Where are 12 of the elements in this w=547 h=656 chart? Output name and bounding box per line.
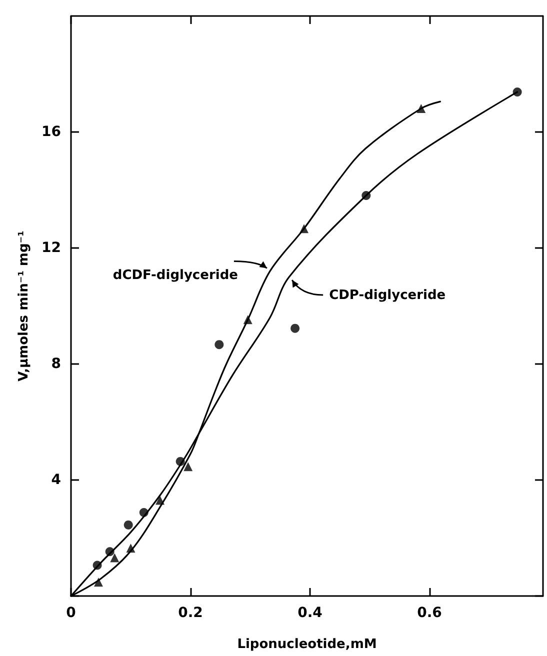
y-axis-title: V,µmoles min⁻¹ mg⁻¹ [16, 230, 32, 382]
y-tick-label: 16 [42, 124, 61, 140]
y-tick-label: 4 [51, 472, 62, 488]
x-tick-label: 0 [66, 605, 76, 621]
x-tick-label: 0.2 [178, 605, 203, 621]
x-axis-title: Liponucleotide,mM [237, 637, 377, 652]
x-tick-label: 0.4 [298, 605, 323, 621]
annotation: dCDF-diglyceride [112, 268, 238, 284]
y-tick-label: 8 [51, 356, 61, 372]
y-tick-label: 12 [42, 240, 61, 256]
annotation: CDP-diglyceride [329, 288, 446, 303]
x-tick-label: 0.6 [417, 605, 442, 621]
